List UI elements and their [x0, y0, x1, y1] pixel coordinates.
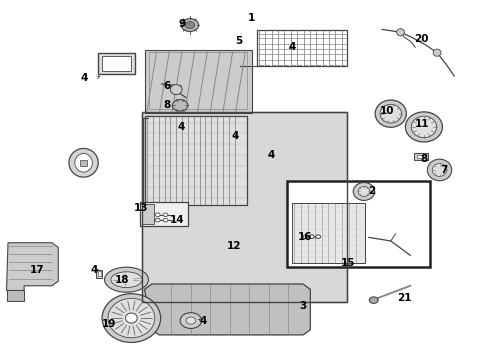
- Bar: [256, 30, 346, 66]
- Ellipse shape: [163, 219, 167, 222]
- Polygon shape: [6, 243, 58, 291]
- Ellipse shape: [163, 213, 167, 217]
- Bar: [144, 50, 251, 113]
- Bar: [287, 181, 429, 267]
- Ellipse shape: [303, 235, 307, 238]
- Ellipse shape: [75, 153, 92, 172]
- Text: 4: 4: [231, 131, 238, 141]
- Bar: [416, 155, 425, 158]
- Ellipse shape: [431, 163, 446, 176]
- Text: 15: 15: [340, 258, 354, 268]
- Text: 5: 5: [235, 36, 242, 46]
- Ellipse shape: [352, 183, 374, 201]
- Bar: [98, 53, 135, 74]
- Text: 4: 4: [288, 42, 295, 52]
- Text: 3: 3: [299, 301, 306, 311]
- Bar: [149, 52, 246, 109]
- Ellipse shape: [155, 219, 160, 222]
- Ellipse shape: [155, 213, 160, 217]
- Text: 4: 4: [267, 150, 274, 160]
- Ellipse shape: [185, 317, 195, 324]
- Bar: [292, 203, 365, 263]
- Text: 13: 13: [134, 203, 148, 213]
- Ellipse shape: [184, 22, 194, 29]
- Bar: [413, 153, 427, 160]
- Ellipse shape: [309, 235, 314, 238]
- Bar: [98, 271, 101, 276]
- Ellipse shape: [427, 159, 451, 181]
- Text: 7: 7: [439, 165, 446, 175]
- Ellipse shape: [69, 148, 98, 177]
- Text: 16: 16: [298, 232, 312, 242]
- Text: 12: 12: [226, 241, 241, 251]
- Bar: [96, 270, 102, 278]
- Ellipse shape: [410, 116, 436, 138]
- Text: 17: 17: [30, 265, 44, 275]
- Text: 18: 18: [114, 275, 129, 285]
- Ellipse shape: [405, 112, 442, 142]
- Text: 14: 14: [169, 215, 184, 225]
- Ellipse shape: [102, 294, 160, 342]
- Bar: [102, 56, 131, 71]
- Ellipse shape: [108, 298, 155, 338]
- Ellipse shape: [368, 297, 377, 303]
- Text: 10: 10: [379, 106, 393, 116]
- Ellipse shape: [374, 100, 406, 127]
- Ellipse shape: [180, 313, 201, 328]
- Text: 4: 4: [90, 265, 98, 275]
- Text: 11: 11: [414, 120, 429, 129]
- Ellipse shape: [170, 85, 182, 95]
- Ellipse shape: [357, 186, 369, 197]
- Ellipse shape: [125, 313, 137, 323]
- Text: 2: 2: [367, 186, 374, 196]
- Bar: [142, 204, 154, 224]
- Ellipse shape: [181, 19, 198, 32]
- Text: 9: 9: [178, 19, 185, 29]
- Ellipse shape: [104, 267, 148, 292]
- Text: 4: 4: [81, 73, 88, 83]
- Text: 21: 21: [396, 293, 411, 303]
- Text: 8: 8: [420, 154, 427, 164]
- Polygon shape: [144, 284, 310, 335]
- Text: 19: 19: [102, 319, 116, 329]
- Text: 4: 4: [199, 316, 206, 325]
- Text: 20: 20: [413, 35, 427, 44]
- Bar: [142, 112, 346, 302]
- Bar: [140, 202, 188, 226]
- Text: 4: 4: [177, 122, 184, 132]
- Ellipse shape: [432, 49, 440, 56]
- Ellipse shape: [111, 272, 142, 288]
- Bar: [144, 116, 246, 205]
- Text: 6: 6: [163, 81, 171, 91]
- Ellipse shape: [172, 100, 187, 111]
- Ellipse shape: [315, 235, 320, 238]
- Text: 1: 1: [248, 13, 255, 23]
- Ellipse shape: [396, 29, 404, 36]
- Bar: [80, 160, 87, 166]
- Text: 8: 8: [163, 100, 171, 111]
- Polygon shape: [6, 291, 24, 301]
- Bar: [142, 112, 346, 302]
- Ellipse shape: [379, 104, 401, 123]
